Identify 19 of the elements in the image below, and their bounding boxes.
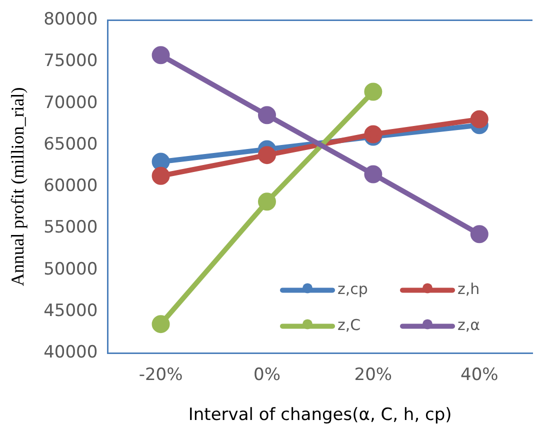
y-tick-label: 80000 (44, 10, 98, 30)
x-tick-label: 40% (460, 364, 498, 385)
y-tick-label: 50000 (44, 259, 98, 280)
x-tick-label: 20% (354, 364, 392, 385)
y-tick-label: 60000 (44, 176, 98, 196)
legend-label: z,cp (338, 280, 368, 298)
x-tick-label: -20% (138, 364, 183, 385)
y-axis-title: Annual profit (million_rial) (8, 87, 28, 286)
x-axis-title: Interval of changes(α, C, h, cp) (188, 405, 452, 426)
y-tick-label: 75000 (44, 51, 98, 72)
y-tick-label: 70000 (44, 92, 98, 113)
x-tick-label: 0% (253, 364, 280, 385)
legend-label: z,α (458, 316, 480, 334)
legend-label: z,h (458, 280, 480, 298)
y-tick-label: 45000 (44, 300, 98, 321)
y-tick-label: 40000 (44, 342, 98, 363)
legend-label: z,C (338, 316, 361, 334)
y-tick-label: 55000 (44, 218, 98, 238)
y-tick-label: 65000 (44, 134, 98, 154)
